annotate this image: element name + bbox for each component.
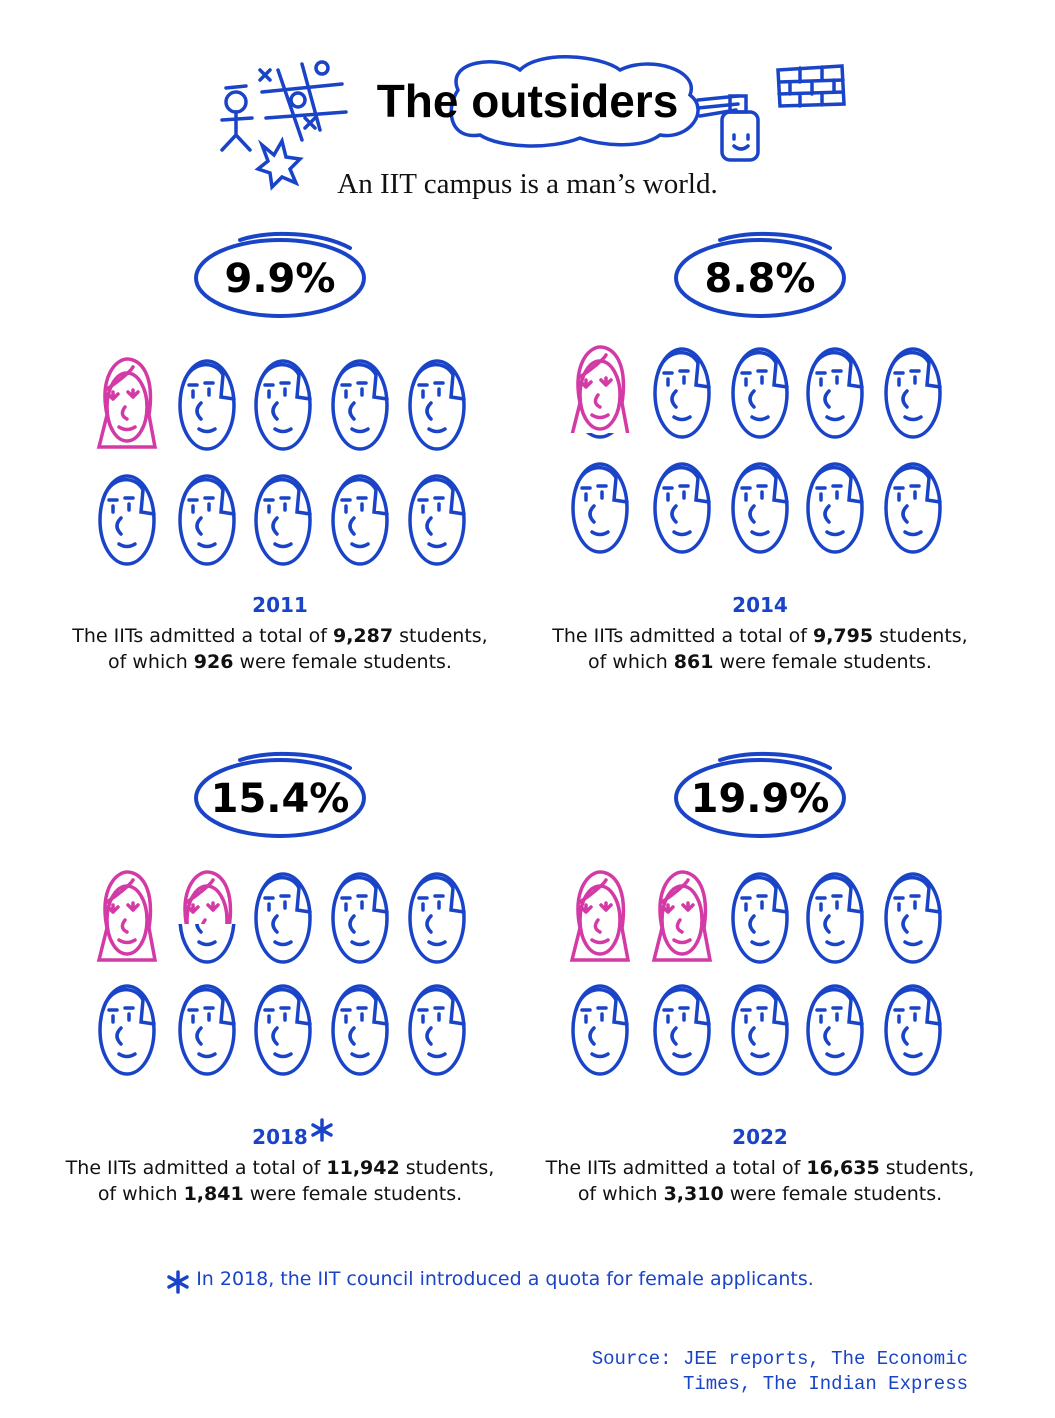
title: The outsiders (376, 75, 679, 127)
description-text: students, (405, 1157, 495, 1179)
face-icon (884, 347, 942, 439)
face-icon (178, 984, 236, 1076)
number: 1,841 (183, 1183, 244, 1205)
description-text: were female students. (719, 651, 932, 673)
face-icon (653, 347, 711, 439)
face-icon (331, 984, 389, 1076)
face-icon (408, 984, 466, 1076)
number: 3,310 (663, 1183, 724, 1205)
number: 861 (673, 651, 714, 673)
face-icon (254, 359, 312, 451)
year: 2018 (252, 1125, 308, 1149)
description-text: The IITs admitted a total of (65, 1157, 321, 1179)
description-text: students, (885, 1157, 975, 1179)
description-text: The IITs admitted a total of (72, 625, 327, 647)
percent-label: 9.9% (225, 256, 336, 302)
face-icon (884, 462, 942, 554)
face-icon (331, 359, 389, 451)
description-line: The IITs admitted a total of 16,635 stud… (500, 1155, 1020, 1181)
face-icon (98, 984, 156, 1076)
face-icon (806, 984, 864, 1076)
number: 926 (193, 651, 234, 673)
face-icon (806, 872, 864, 964)
face-icon (178, 474, 236, 566)
face-icon (571, 984, 629, 1076)
year: 2022 (732, 1125, 788, 1149)
face-icon (254, 984, 312, 1076)
percent-ring (674, 238, 846, 318)
face-icon (653, 462, 711, 554)
doodles (167, 55, 846, 1294)
description-text: were female students. (239, 651, 452, 673)
description-line: The IITs admitted a total of 11,942 stud… (20, 1155, 540, 1181)
percent-ring (674, 758, 846, 838)
description-line: The IITs admitted a total of 9,287 stude… (20, 623, 540, 649)
description-text: of which (577, 1183, 658, 1205)
description-text: were female students. (249, 1183, 463, 1205)
description-line: of which 1,841 were female students. (20, 1181, 540, 1207)
percent-label: 19.9% (691, 776, 830, 822)
number: 16,635 (806, 1157, 880, 1179)
face-icon (731, 347, 789, 439)
description-text: were female students. (729, 1183, 943, 1205)
face-icon (254, 872, 312, 964)
face-icon (178, 359, 236, 451)
subtitle: An IIT campus is a man’s world. (337, 168, 718, 200)
face-icon (731, 462, 789, 554)
face-icon (331, 872, 389, 964)
face-icon (806, 347, 864, 439)
description-text: of which (97, 1183, 178, 1205)
source: Source: JEE reports, The Economic (591, 1348, 968, 1370)
number: 9,795 (812, 625, 874, 647)
face-icon (884, 872, 942, 964)
number: 9,287 (332, 625, 394, 647)
description-line: of which 926 were female students. (20, 649, 540, 675)
description-line: of which 861 were female students. (500, 649, 1020, 675)
face-icon (254, 474, 312, 566)
face-icon (884, 984, 942, 1076)
face-icon (731, 872, 789, 964)
description-text: students, (879, 625, 968, 647)
face-icon (571, 462, 629, 554)
percent-label: 8.8% (705, 256, 816, 302)
description-line: The IITs admitted a total of 9,795 stude… (500, 623, 1020, 649)
year: 2011 (252, 593, 308, 617)
face-icon (731, 984, 789, 1076)
description-text: The IITs admitted a total of (552, 625, 807, 647)
face-icon (569, 870, 631, 962)
percent-ring-flick (238, 231, 352, 250)
face-icon (408, 474, 466, 566)
source: Times, The Indian Express (682, 1373, 968, 1395)
face-icon (331, 474, 389, 566)
face-icon (98, 474, 156, 566)
face-icon (653, 984, 711, 1076)
percent-ring-flick (718, 231, 832, 250)
percent-label: 15.4% (211, 776, 350, 822)
face-icon (96, 870, 158, 962)
percent-ring-flick (238, 751, 352, 770)
footnote: In 2018, the IIT council introduced a qu… (196, 1268, 814, 1290)
face-icon (408, 872, 466, 964)
percent-ring (194, 758, 366, 838)
face-icon (408, 359, 466, 451)
percent-ring-flick (718, 751, 832, 770)
face-icon (96, 357, 158, 449)
year: 2014 (732, 593, 788, 617)
description-text: of which (108, 651, 188, 673)
face-icon (570, 345, 630, 439)
description-text: of which (588, 651, 668, 673)
face-icon (651, 870, 713, 962)
face-icon (178, 870, 236, 964)
number: 11,942 (326, 1157, 400, 1179)
face-icon (806, 462, 864, 554)
description-text: The IITs admitted a total of (545, 1157, 801, 1179)
description-line: of which 3,310 were female students. (500, 1181, 1020, 1207)
percent-ring (194, 238, 366, 318)
description-text: students, (399, 625, 488, 647)
